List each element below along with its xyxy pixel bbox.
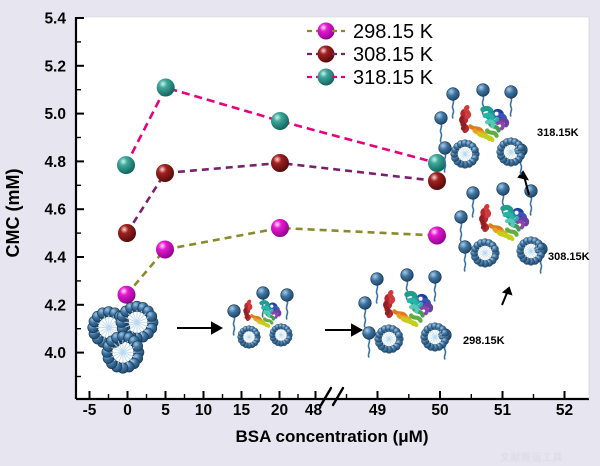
- svg-text:318.15 K: 318.15 K: [353, 67, 434, 89]
- svg-text:4.6: 4.6: [44, 202, 66, 219]
- svg-text:10: 10: [195, 402, 212, 419]
- svg-text:50: 50: [431, 402, 448, 419]
- svg-text:48: 48: [305, 402, 323, 419]
- svg-text:4.4: 4.4: [44, 250, 66, 267]
- svg-text:4.2: 4.2: [44, 297, 66, 314]
- svg-text:0: 0: [123, 402, 132, 419]
- svg-text:5.2: 5.2: [44, 58, 66, 75]
- svg-text:20: 20: [271, 402, 288, 419]
- svg-text:51: 51: [494, 402, 512, 419]
- svg-text:49: 49: [369, 402, 387, 419]
- svg-text:5: 5: [161, 402, 170, 419]
- svg-text:308.15K: 308.15K: [548, 251, 590, 263]
- svg-text:-5: -5: [83, 402, 97, 419]
- svg-text:BSA concentration (μM): BSA concentration (μM): [236, 427, 429, 446]
- svg-text:4.0: 4.0: [44, 345, 66, 362]
- svg-text:15: 15: [233, 402, 251, 419]
- svg-text:5.4: 5.4: [44, 11, 66, 28]
- svg-text:298.15 K: 298.15 K: [353, 21, 434, 43]
- svg-text:308.15 K: 308.15 K: [353, 44, 434, 66]
- svg-text:52: 52: [556, 402, 573, 419]
- svg-text:318.15K: 318.15K: [537, 127, 579, 139]
- svg-text:298.15K: 298.15K: [463, 335, 505, 347]
- svg-text:5.0: 5.0: [44, 106, 66, 123]
- svg-text:4.8: 4.8: [44, 154, 66, 171]
- svg-text:CMC (mM): CMC (mM): [3, 169, 23, 258]
